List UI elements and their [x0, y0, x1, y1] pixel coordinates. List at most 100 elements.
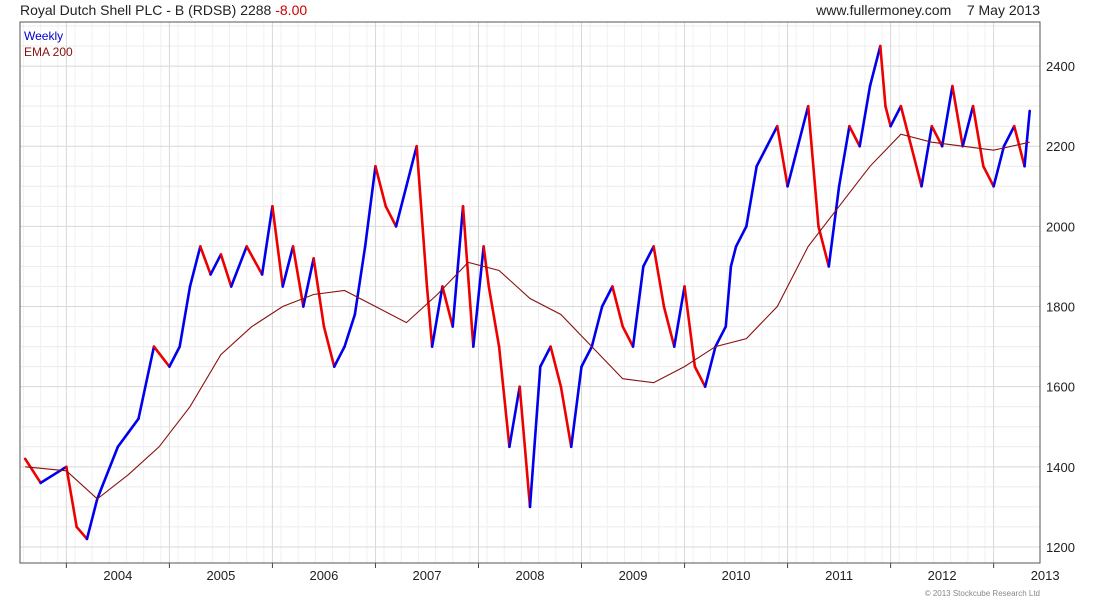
weekly-price-segment	[992, 144, 1006, 188]
weekly-price-segment	[982, 164, 995, 188]
weekly-price-segment	[837, 124, 851, 188]
weekly-price-segment	[374, 164, 388, 208]
weekly-price-segment	[703, 345, 717, 388]
weekly-price-segment	[116, 417, 140, 449]
weekly-price-segment	[343, 313, 357, 348]
x-tick-label: 2009	[619, 568, 648, 583]
weekly-price-segment	[745, 164, 758, 228]
weekly-price-segment	[827, 185, 841, 268]
weekly-price-segment	[405, 144, 418, 188]
x-tick-label: 2011	[825, 568, 853, 583]
weekly-price-segment	[281, 245, 295, 288]
site-link[interactable]: www.fullermoney.com	[816, 2, 952, 18]
x-tick-label: 2006	[309, 568, 338, 583]
weekly-price-segment	[559, 385, 573, 449]
weekly-price-segment	[85, 497, 99, 541]
weekly-price-segment	[693, 365, 707, 388]
security-name: Royal Dutch Shell PLC - B (RDSB)	[20, 2, 237, 18]
weekly-price-segment	[729, 245, 738, 268]
weekly-price-segment	[451, 205, 465, 328]
weekly-price-segment	[430, 285, 444, 348]
weekly-price-segment	[672, 285, 686, 348]
weekly-price-segment	[724, 265, 733, 328]
legend-weekly: Weekly	[24, 29, 64, 43]
weekly-price-segment	[580, 345, 594, 368]
weekly-price-segment	[95, 445, 120, 501]
weekly-price-segment	[497, 345, 511, 449]
weekly-price-segment	[817, 225, 831, 268]
weekly-price-segment	[806, 104, 820, 228]
weekly-price-segment	[621, 325, 635, 348]
weekly-price-segment	[271, 205, 285, 288]
x-tick-label: 2012	[928, 568, 957, 583]
weekly-price-segment	[899, 104, 913, 148]
weekly-price-segment	[868, 44, 882, 88]
weekly-price-segment	[332, 345, 346, 368]
weekly-price-segment	[441, 285, 455, 328]
weekly-price-segment	[152, 345, 171, 368]
weekly-price-segment	[971, 104, 985, 168]
weekly-price-segment	[425, 285, 434, 348]
weekly-price-segment	[528, 365, 542, 509]
weekly-price-segment	[178, 285, 192, 348]
weekly-price-segment	[75, 525, 89, 541]
weekly-price-segment	[219, 253, 233, 288]
weekly-price-segment	[734, 225, 748, 248]
y-tick-label: 1200	[1046, 540, 1075, 555]
weekly-price-segment	[796, 104, 810, 148]
weekly-price-segment	[245, 245, 264, 276]
weekly-price-segment	[858, 84, 872, 148]
weekly-price-segment	[611, 285, 625, 328]
copyright: © 2013 Stockcube Research Ltd	[924, 589, 1040, 598]
weekly-price-segment	[322, 325, 336, 368]
weekly-price-segment	[683, 285, 697, 368]
weekly-price-segment	[415, 144, 429, 288]
weekly-price-segment	[65, 465, 78, 529]
x-tick-label: 2008	[516, 568, 545, 583]
weekly-price-segment	[39, 465, 68, 485]
weekly-price-segment	[472, 245, 485, 348]
weekly-price-segment	[260, 205, 274, 276]
weekly-price-segment	[487, 285, 501, 348]
weekly-price-segment	[188, 245, 202, 288]
weekly-price-segment	[590, 305, 604, 348]
x-tick-label: 2005	[206, 568, 235, 583]
last-price: 2288	[240, 2, 272, 18]
chart-date: 7 May 2013	[966, 2, 1040, 18]
weekly-price-segment	[600, 285, 614, 308]
x-tick-label: 2007	[413, 568, 442, 583]
weekly-price-segment	[920, 124, 934, 188]
weekly-price-segment	[714, 325, 728, 348]
ema-200-line	[25, 133, 1030, 500]
weekly-price-segment	[539, 345, 552, 368]
x-tick-label: 2004	[103, 568, 132, 583]
x-tick-label: 2010	[722, 568, 751, 583]
weekly-price-segment	[889, 104, 903, 128]
weekly-price-segment	[199, 245, 212, 276]
weekly-price-segment	[755, 144, 769, 168]
weekly-price-segment	[909, 144, 923, 188]
weekly-price-segment	[884, 104, 892, 128]
weekly-price-segment	[518, 385, 532, 509]
weekly-price-segment	[569, 365, 583, 449]
y-tick-label: 2400	[1046, 59, 1075, 74]
weekly-price-segment	[137, 345, 156, 421]
weekly-price-segment	[549, 345, 563, 388]
plot-frame	[19, 21, 1041, 564]
weekly-price-segment	[848, 124, 861, 148]
weekly-price-segment	[662, 305, 676, 348]
weekly-price-segment	[394, 185, 408, 228]
weekly-price-segment	[961, 104, 975, 148]
weekly-price-segment	[786, 144, 800, 188]
weekly-price-segment	[229, 245, 248, 288]
weekly-price-segment	[775, 124, 789, 188]
weekly-price-segment	[384, 205, 398, 228]
weekly-price-segment	[482, 245, 491, 288]
weekly-price-segment	[940, 84, 954, 148]
x-tick-label: 2013	[1031, 568, 1060, 583]
weekly-price-segment	[951, 84, 965, 148]
weekly-price-segment	[168, 345, 181, 368]
weekly-price-segment	[1012, 124, 1026, 168]
weekly-price-segment	[642, 245, 655, 268]
weekly-price-segment	[312, 257, 326, 328]
